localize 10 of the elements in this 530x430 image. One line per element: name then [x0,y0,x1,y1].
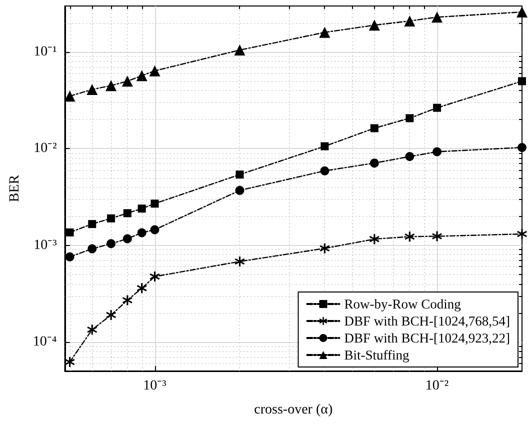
legend-label: Row-by-Row Coding [344,296,462,312]
x-axis-title: cross-over (α) [254,402,333,418]
y-tick-label: 10⁻² [34,141,57,156]
y-tick-label: 10⁻⁴ [32,334,57,350]
legend-label: DBF with BCH-[1024,768,54] [344,314,510,328]
y-tick-label: 10⁻¹ [34,44,57,60]
y-axis-title: BER [8,174,22,202]
legend-label: Bit-Stuffing [344,348,410,362]
legend-label: DBF with BCH-[1024,923,22] [344,330,510,346]
y-tick-label: 10⁻³ [34,238,57,253]
